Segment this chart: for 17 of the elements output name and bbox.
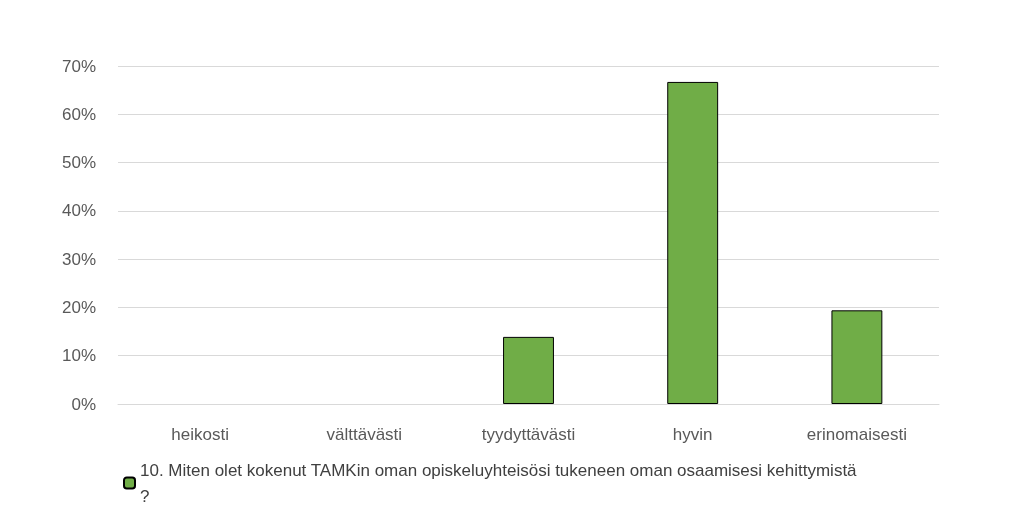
x-tick-label: tyydyttävästi bbox=[481, 425, 576, 444]
y-tick-label: 50% bbox=[61, 153, 96, 173]
x-tick-label: hyvin bbox=[672, 425, 713, 444]
y-tick-label: 30% bbox=[61, 249, 96, 269]
y-tick-label: 10% bbox=[61, 346, 96, 366]
bar bbox=[667, 81, 719, 404]
x-tick-label: heikosti bbox=[171, 425, 229, 444]
x-tick-label: erinomaisesti bbox=[806, 425, 907, 444]
y-tick-label: 20% bbox=[61, 297, 96, 317]
x-tick-label: välttävästi bbox=[326, 425, 403, 444]
bar bbox=[831, 310, 883, 404]
y-tick-label: 0% bbox=[71, 394, 96, 414]
bar bbox=[503, 336, 554, 404]
y-tick-label: 70% bbox=[61, 56, 96, 76]
y-tick-label: 40% bbox=[61, 201, 96, 221]
legend-label: 10. Miten olet kokenut TAMKin oman opiskeluyhteisösi tukeneen oman osaamisesi kehittymistä? bbox=[140, 460, 858, 506]
y-tick-label: 60% bbox=[61, 104, 96, 124]
